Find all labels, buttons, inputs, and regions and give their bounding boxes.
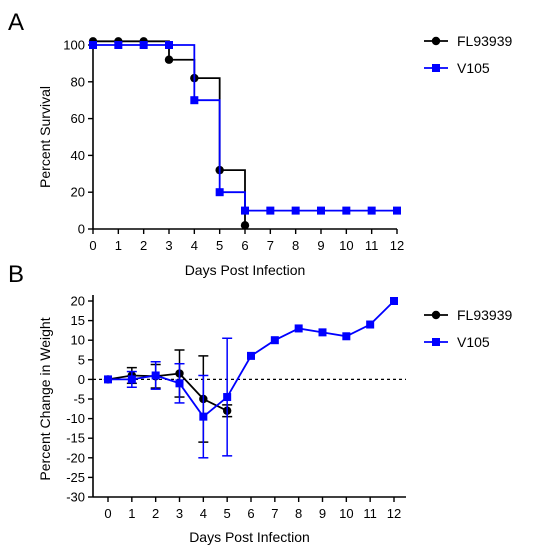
panel-b-series-v105-point [175,379,184,388]
panel-b-series-fl93939 [103,349,233,443]
panel-a-y-tick-label: 80 [71,74,85,89]
panel-a-series-v105-line [93,44,397,212]
panel-b-series-v105-point [247,351,255,360]
panel-b-series-v105-point [318,328,327,337]
panel-a-x-tick-label: 6 [241,238,248,253]
panel-a-x-tick-label: 10 [339,238,353,253]
panel-b-x-axis-label: Days Post Infection [189,529,310,545]
panel-a-series-fl93939-point [240,221,250,230]
panel-b-legend-entry-v105: V105 [424,334,490,350]
panel-b-x-tick-label: 9 [319,506,326,521]
panel-a-x-axis-label: Days Post Infection [185,262,306,278]
legend-label: FL93939 [457,307,512,323]
panel-b-series-v105-point [104,375,112,384]
panel-b-y-tick-label: -25 [66,470,85,485]
panel-b-y-axis-label: Percent Change in Weight [37,317,53,480]
legend-marker [432,64,440,72]
panel-b-x-tick-label: 8 [295,506,302,521]
panel-a-series-v105-point [215,188,224,197]
panel-b-x-tick-label: 3 [176,506,183,521]
panel-a-legend-entry-v105: V105 [424,60,490,76]
panel-a-x-tick-label: 1 [115,238,122,253]
panel-a-x-tick-label: 8 [292,238,299,253]
panel-b-x-tick-label: 2 [152,506,159,521]
panel-a-x-tick-label: 12 [390,238,404,253]
legend-marker [431,36,441,46]
panel-b-series-v105-point [270,336,279,345]
panel-b-series-v105-point [366,320,375,329]
panel-a-series-v105-point [241,206,249,215]
panel-b-y-tick-label: 15 [71,313,85,328]
panel-a-y-axis-label: Percent Survival [37,86,53,188]
panel-b-series-v105-point [390,297,398,305]
panel-a-y-tick-label: 40 [71,148,85,163]
panel-b-x-tick-label: 12 [387,506,401,521]
panel-a-y-tick-label: 0 [78,222,85,237]
panel-a-series-fl93939 [88,37,250,230]
panel-b-x-tick-label: 7 [271,506,278,521]
panel-a-x-tick-label: 0 [89,238,96,253]
panel-a-series-v105 [89,41,401,215]
panel-b-y-tick-label: -5 [73,392,85,407]
panel-a-x-tick-label: 11 [365,238,379,253]
legend-marker [431,310,441,320]
panel-a-x-tick-label: 2 [140,238,147,253]
panel-b-y-tick-label: 5 [78,352,85,367]
panel-b-x-tick-label: 6 [247,506,254,521]
panel-a-series-fl93939-point [164,55,174,64]
panel-a-legend-entry-fl93939: FL93939 [424,33,512,49]
panel-b-series-v105-point [342,332,351,341]
panel-b-series-v105-point [127,375,136,384]
legend-label: V105 [457,334,490,350]
panel-b-x-tick-label: 1 [128,506,135,521]
panel-b-y-tick-label: -20 [66,450,85,465]
panel-b-series-v105-point [294,324,303,333]
legend-label: V105 [457,60,490,76]
panel-b-series-v105-point [199,412,208,421]
panel-b-x-tick-label: 10 [339,506,353,521]
panel-a-x-tick-label: 7 [267,238,274,253]
legend-marker [432,338,440,346]
panel-a-series-v105-point [139,41,148,49]
panel-a-x-tick-label: 5 [216,238,223,253]
panel-a-x-tick-label: 9 [317,238,324,253]
panel-a-series-v105-point [165,41,173,49]
panel-b-x-tick-label: 11 [363,506,377,521]
panel-b-y-tick-label: -30 [66,490,85,505]
panel-a-letter: A [8,9,24,36]
panel-b-x-tick-label: 5 [224,506,231,521]
panel-a-series-fl93939-line [93,40,246,226]
panel-a-series-v105-point [190,96,199,105]
panel-a-series-v105-point [114,41,123,49]
panel-b-y-tick-label: -10 [66,411,85,426]
panel-b-y-tick-label: -15 [66,431,85,446]
legend-label: FL93939 [457,33,512,49]
panel-a-series-v105-point [317,206,325,215]
panel-b-legend-entry-fl93939: FL93939 [424,307,512,323]
panel-a-y-tick-label: 100 [63,38,85,53]
panel-b-series-v105 [104,297,398,459]
panel-b-y-tick-label: 20 [71,294,85,309]
panel-b-x-tick-label: 4 [200,506,207,521]
panel-a-x-tick-label: 3 [165,238,172,253]
panel-a-series-v105-point [342,206,351,215]
panel-a-y-tick-label: 20 [71,185,85,200]
panel-b-y-tick-label: 10 [71,333,85,348]
panel-a-y-tick-label: 60 [71,111,85,126]
panel-a-series-v105-point [89,41,97,49]
panel-b-series-v105-point [151,371,160,380]
panel-a-series-v105-point [367,206,376,215]
panel-a-series-v105-point [291,206,300,215]
panel-a-series-v105-point [266,206,275,215]
panel-a-x-tick-label: 4 [191,238,198,253]
panel-b-letter: B [8,261,24,288]
panel-b-y-tick-label: 0 [78,372,85,387]
panel-a-series-v105-point [393,206,401,215]
panel-b-series-v105-point [223,393,232,402]
panel-b-x-tick-label: 0 [104,506,111,521]
